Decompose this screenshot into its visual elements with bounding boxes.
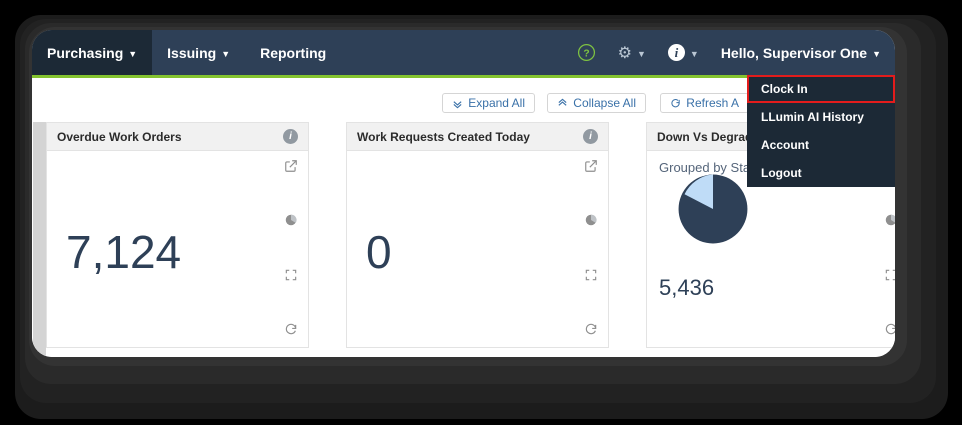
- svg-text:?: ?: [583, 48, 589, 59]
